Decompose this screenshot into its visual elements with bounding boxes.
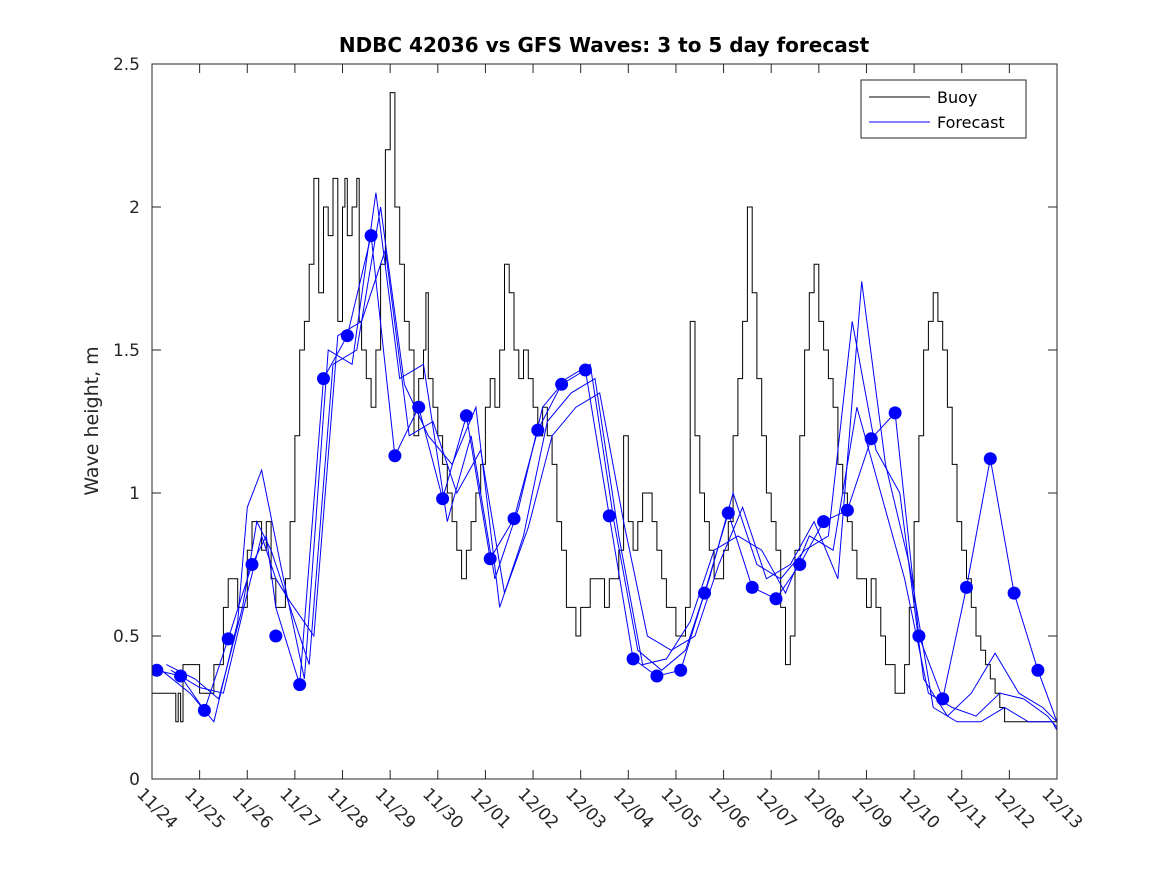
forecast-marker xyxy=(626,652,640,666)
forecast-marker xyxy=(698,586,711,600)
forecast-marker xyxy=(340,329,354,343)
forecast-marker xyxy=(152,663,164,677)
forecast-marker xyxy=(650,669,664,683)
y-tick-label: 2 xyxy=(129,198,140,218)
forecast-marker xyxy=(674,663,688,677)
forecast-marker xyxy=(555,377,569,391)
forecast-marker xyxy=(769,592,783,606)
forecast-marker xyxy=(197,703,211,717)
forecast-marker xyxy=(388,449,402,463)
forecast-marker xyxy=(412,400,426,414)
forecast-marker xyxy=(174,669,188,683)
forecast-marker xyxy=(936,692,950,706)
forecast-marker xyxy=(317,372,330,386)
buoy-line xyxy=(152,92,1057,723)
forecast-marker xyxy=(840,503,854,517)
forecast-marker xyxy=(245,558,259,571)
axes-box xyxy=(151,63,1058,780)
forecast-marker xyxy=(983,452,997,466)
forecast-marker xyxy=(364,229,378,243)
y-tick-label: 0.5 xyxy=(113,627,140,647)
forecast-marker xyxy=(459,409,473,423)
chart-title: NDBC 42036 vs GFS Waves: 3 to 5 day fore… xyxy=(339,33,870,57)
legend: Buoy Forecast xyxy=(860,79,1027,139)
forecast-line-1 xyxy=(156,235,1057,722)
forecast-marker xyxy=(602,509,616,523)
legend-box xyxy=(860,79,1027,139)
forecast-marker xyxy=(817,515,831,529)
forecast-marker xyxy=(1031,663,1045,677)
y-tick-label: 2.5 xyxy=(113,55,140,75)
forecast-marker xyxy=(888,406,902,420)
series-group xyxy=(152,92,1057,731)
forecast-marker xyxy=(1007,586,1021,600)
forecast-marker xyxy=(507,512,521,526)
legend-label-forecast: Forecast xyxy=(937,113,1005,132)
y-tick-label: 1.5 xyxy=(113,341,140,361)
forecast-marker xyxy=(793,558,807,571)
forecast-marker xyxy=(293,678,307,692)
y-tick-label: 0 xyxy=(129,770,140,790)
forecast-marker xyxy=(864,432,878,446)
forecast-marker xyxy=(483,552,497,566)
plot-area xyxy=(152,92,1057,731)
y-axis-label: Wave height, m xyxy=(81,346,103,495)
forecast-marker xyxy=(531,423,545,437)
y-tick-label: 1 xyxy=(129,484,140,504)
forecast-marker xyxy=(269,629,283,643)
forecast-line-2 xyxy=(161,192,1057,723)
forecast-marker xyxy=(960,580,973,594)
forecast-marker xyxy=(221,632,235,646)
forecast-marker xyxy=(721,506,735,520)
forecast-marker xyxy=(745,580,759,594)
y-axis: 0 0.5 1 1.5 2 2.5 xyxy=(113,55,1057,790)
forecast-marker xyxy=(912,629,926,643)
forecast-marker xyxy=(578,363,592,377)
forecast-marker xyxy=(436,492,450,506)
legend-label-buoy: Buoy xyxy=(937,88,977,107)
